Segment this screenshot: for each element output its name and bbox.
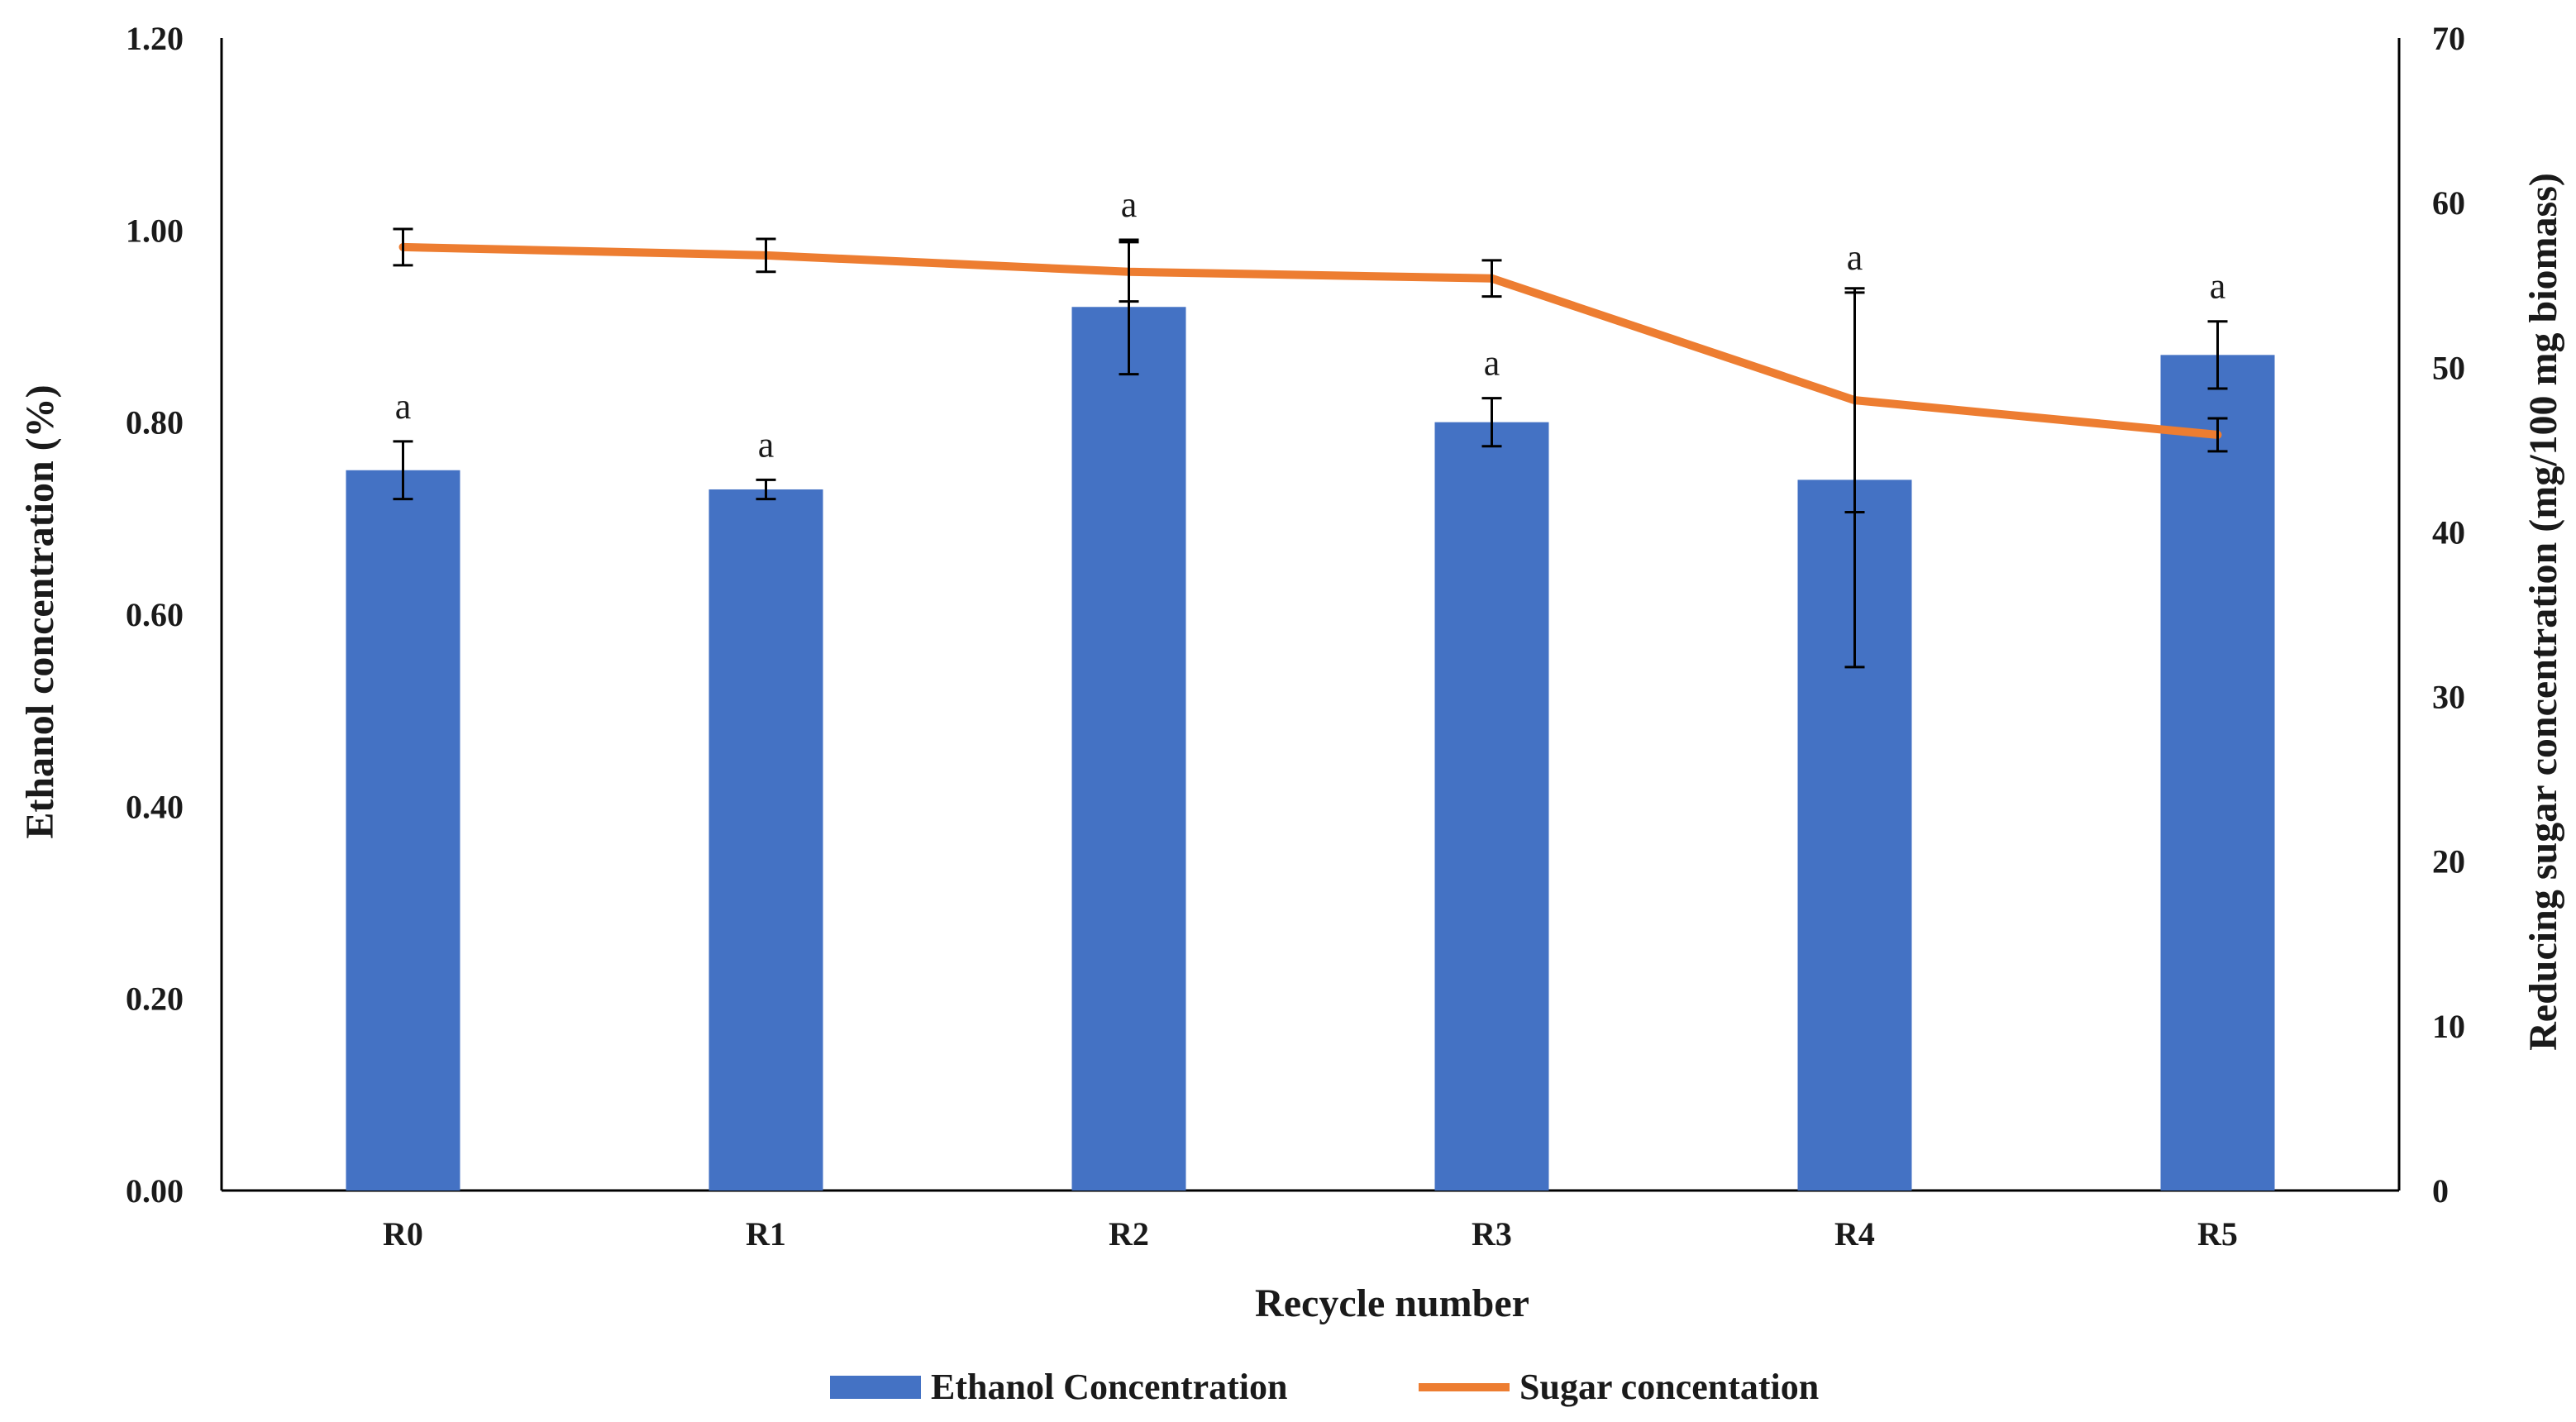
- y2-tick-label: 50: [2432, 349, 2465, 386]
- y2-tick-label: 10: [2432, 1008, 2465, 1045]
- line-error-bar: [2207, 417, 2228, 453]
- y-axis-title: Ethanol concentration (%): [18, 384, 62, 838]
- y-tick-label: 0.60: [126, 596, 184, 633]
- x-tick-label: R4: [1834, 1215, 1875, 1253]
- x-tick-label: R5: [2197, 1215, 2238, 1253]
- significance-label: a: [1847, 237, 1863, 278]
- line-error-bar: [393, 227, 413, 267]
- line-error-bar: [1119, 241, 1139, 303]
- x-tick-label: R3: [1472, 1215, 1512, 1253]
- significance-label: a: [1121, 184, 1138, 225]
- sugar-line: [398, 242, 2222, 439]
- bar: [1071, 307, 1186, 1191]
- bar-error-bars: [393, 238, 2228, 669]
- y2-tick-label: 20: [2432, 843, 2465, 880]
- x-tick-label: R1: [746, 1215, 786, 1253]
- x-tick-label: R0: [383, 1215, 423, 1253]
- significance-label: a: [395, 386, 412, 427]
- y-tick-label: 0.80: [126, 404, 184, 441]
- bars-group: [346, 307, 2275, 1191]
- x-tick-label: R2: [1109, 1215, 1149, 1253]
- bar-error-bar: [2207, 320, 2228, 390]
- y-tick-label: 0.40: [126, 788, 184, 825]
- significance-label: a: [758, 424, 775, 465]
- bar: [2160, 355, 2275, 1191]
- bar: [346, 470, 460, 1191]
- bar: [1434, 422, 1549, 1191]
- bar: [708, 489, 823, 1191]
- line-error-bars: [393, 227, 2228, 514]
- significance-labels: a a a a a a: [395, 184, 2226, 465]
- y2-tick-label: 30: [2432, 679, 2465, 716]
- significance-label: a: [1484, 343, 1500, 384]
- plot-area: [220, 38, 2401, 1192]
- y-tick-label: 1.20: [126, 20, 184, 57]
- significance-label: a: [2210, 266, 2226, 307]
- axis-ticks: 0.00 0.20 0.40 0.60 0.80 1.00 1.20 0 10 20 30 40 50 6…: [126, 20, 2465, 1253]
- sugar-line-group: [398, 242, 2222, 439]
- line-error-bar: [1844, 287, 1865, 514]
- bar-error-bar: [393, 440, 413, 501]
- y2-tick-label: 60: [2432, 184, 2465, 222]
- y-tick-label: 1.00: [126, 212, 184, 249]
- legend-swatch-ethanol: [830, 1376, 921, 1399]
- y-tick-label: 0.20: [126, 981, 184, 1018]
- y2-tick-label: 40: [2432, 513, 2465, 551]
- legend-label-ethanol: Ethanol Concentration: [931, 1367, 1287, 1407]
- line-error-bar: [1481, 259, 1502, 298]
- legend-label-sugar: Sugar concentation: [1519, 1367, 1819, 1407]
- y2-tick-label: 70: [2432, 20, 2465, 57]
- line-error-bar: [756, 237, 776, 274]
- y2-axis-title: Reducing sugar concentration (mg/100 mg …: [2521, 173, 2565, 1051]
- y-tick-label: 0.00: [126, 1172, 184, 1210]
- y2-tick-label: 0: [2432, 1172, 2449, 1210]
- legend: Ethanol Concentration Sugar concentation: [830, 1367, 1819, 1407]
- x-axis-title: Recycle number: [1255, 1281, 1529, 1325]
- bar-error-bar: [756, 478, 776, 501]
- bar-error-bar: [1481, 397, 1502, 448]
